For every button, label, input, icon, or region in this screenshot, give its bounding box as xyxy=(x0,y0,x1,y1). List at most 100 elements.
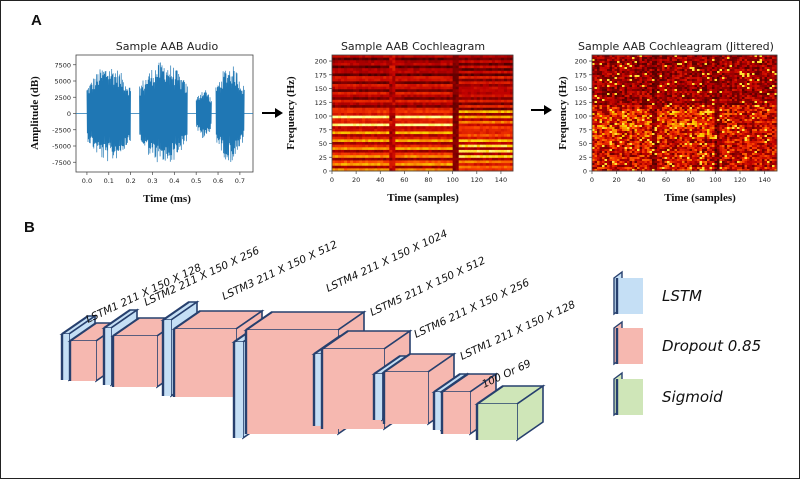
heat-cell xyxy=(479,107,484,111)
heat-cell xyxy=(332,89,336,93)
heat-cell xyxy=(607,59,610,62)
heat-cell xyxy=(416,55,420,59)
heat-cell xyxy=(443,94,448,98)
heat-cell xyxy=(604,91,608,94)
heat-cell xyxy=(356,115,360,119)
heat-cell xyxy=(674,83,678,86)
heat-cell xyxy=(659,113,663,116)
heat-cell xyxy=(440,152,445,156)
heat-cell xyxy=(500,89,505,93)
heat-cell xyxy=(494,142,499,146)
heat-cell xyxy=(452,118,457,122)
heat-cell xyxy=(386,123,390,127)
heat-cell xyxy=(622,155,625,158)
heat-cell xyxy=(476,144,481,148)
heat-cell xyxy=(410,110,414,114)
heat-cell xyxy=(362,152,366,156)
heat-cell xyxy=(662,91,665,94)
heat-cell xyxy=(647,135,650,138)
heat-cell xyxy=(455,139,460,143)
heat-cell xyxy=(682,101,685,104)
heat-cell xyxy=(440,136,445,140)
heat-cell xyxy=(644,113,648,116)
heat-cell xyxy=(674,111,678,114)
heat-cell xyxy=(657,129,660,132)
heat-cell xyxy=(482,60,487,64)
heat-cell xyxy=(677,73,680,76)
heat-cell xyxy=(488,123,493,127)
heat-cell xyxy=(664,95,668,98)
heat-cell xyxy=(632,127,635,130)
heat-cell xyxy=(672,117,675,120)
heat-cell xyxy=(449,157,454,161)
heat-cell xyxy=(374,157,378,161)
heat-cell xyxy=(407,86,411,90)
heat-cell xyxy=(377,97,381,101)
heat-cell xyxy=(609,79,613,82)
heat-cell xyxy=(452,97,457,101)
heat-cell xyxy=(473,152,478,156)
heat-cell xyxy=(398,102,402,106)
heat-cell xyxy=(479,168,484,172)
heat-cell xyxy=(659,71,663,74)
heat-cell xyxy=(443,73,448,77)
heat-cell xyxy=(649,157,653,160)
heat-cell xyxy=(629,159,633,162)
heat-cell xyxy=(350,91,354,95)
heat-cell xyxy=(652,85,655,88)
heat-cell xyxy=(677,109,680,112)
waveform-burst xyxy=(86,68,131,162)
heat-cell xyxy=(617,147,620,150)
heat-cell xyxy=(419,149,423,153)
heat-cell xyxy=(642,137,645,140)
heat-cell xyxy=(485,128,490,132)
heat-cell xyxy=(617,63,620,66)
heat-cell xyxy=(413,113,417,117)
heat-cell xyxy=(482,134,487,138)
heat-cell xyxy=(389,84,393,88)
heat-cell xyxy=(684,149,688,152)
heat-cell xyxy=(449,94,454,98)
heat-cell xyxy=(392,168,396,172)
heat-cell xyxy=(500,70,505,74)
heat-cell xyxy=(410,136,414,140)
heat-cell xyxy=(473,65,478,69)
heat-cell xyxy=(627,149,630,152)
heat-cell xyxy=(410,160,414,164)
heat-cell xyxy=(597,63,600,66)
heat-cell xyxy=(604,157,608,160)
heat-cell xyxy=(443,136,448,140)
heat-cell xyxy=(488,131,493,135)
heat-cell xyxy=(652,55,655,58)
heat-cell xyxy=(386,142,390,146)
heat-cell xyxy=(624,143,628,146)
heat-cell xyxy=(344,107,348,111)
heat-cell xyxy=(622,115,625,118)
heat-cell xyxy=(612,55,615,58)
heat-cell xyxy=(344,126,348,130)
heat-cell xyxy=(395,68,399,72)
heat-cell xyxy=(669,89,673,92)
heat-cell xyxy=(431,168,435,172)
heat-cell xyxy=(347,70,351,74)
heat-cell xyxy=(609,107,613,110)
heat-cell xyxy=(627,127,630,130)
heat-cell xyxy=(407,84,411,88)
heat-cell xyxy=(664,123,668,126)
heat-cell xyxy=(479,105,484,109)
heat-cell xyxy=(365,168,369,172)
heat-cell xyxy=(359,118,363,122)
heat-cell xyxy=(332,62,336,66)
heat-cell xyxy=(431,81,435,85)
heat-cell xyxy=(654,155,658,158)
heat-cell xyxy=(612,81,615,84)
heat-cell xyxy=(602,113,605,116)
heat-cell xyxy=(634,131,638,134)
heat-cell xyxy=(657,121,660,124)
heat-cell xyxy=(386,147,390,151)
heat-cell xyxy=(356,155,360,159)
heat-cell xyxy=(627,99,630,102)
heat-cell xyxy=(494,78,499,82)
heat-cell xyxy=(664,165,668,168)
heat-cell xyxy=(461,97,466,101)
